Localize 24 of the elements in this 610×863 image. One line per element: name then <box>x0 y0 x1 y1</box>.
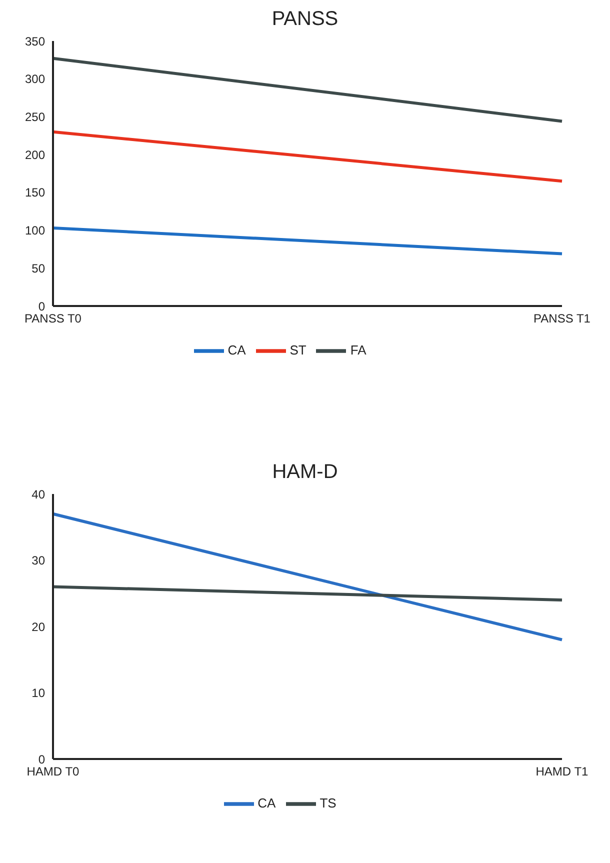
legend-label: CA <box>258 795 276 810</box>
x-tick-label: PANSS T0 <box>24 312 82 326</box>
legend-label: FA <box>350 342 366 358</box>
y-tick-label: 40 <box>32 487 46 502</box>
y-tick-label: 0 <box>38 299 46 314</box>
y-tick-label: 0 <box>38 752 46 766</box>
y-tick-label: 100 <box>24 224 46 238</box>
y-tick-label: 10 <box>32 686 46 700</box>
legend-label: TS <box>320 795 336 810</box>
y-tick-label: 30 <box>32 554 46 568</box>
y-tick-label: 200 <box>24 148 46 162</box>
legend-label: ST <box>290 342 306 358</box>
y-tick-label: 250 <box>24 110 46 124</box>
y-tick-label: 20 <box>32 620 46 634</box>
x-tick-label: HAMD T0 <box>26 764 80 779</box>
y-tick-label: 50 <box>32 261 46 276</box>
y-tick-label: 150 <box>24 186 46 200</box>
y-tick-label: 300 <box>24 72 46 86</box>
chart-title: PANSS <box>270 8 340 31</box>
x-tick-label: HAMD T1 <box>536 764 589 779</box>
chart-title: HAM-D <box>271 461 339 484</box>
y-tick-label: 350 <box>24 34 46 48</box>
x-tick-label: PANSS T1 <box>534 312 591 326</box>
legend-label: CA <box>228 342 246 358</box>
